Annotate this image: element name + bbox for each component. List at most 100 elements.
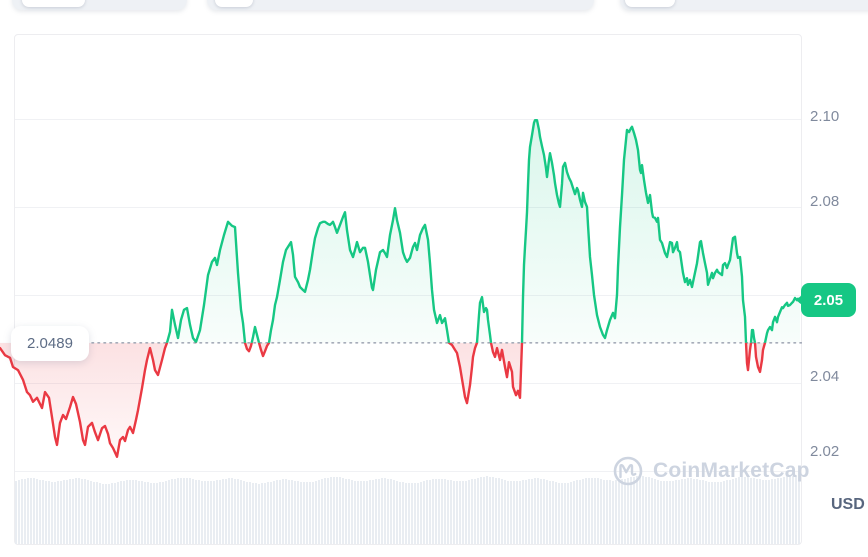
volume-bar bbox=[525, 479, 527, 544]
volume-bar bbox=[768, 479, 770, 544]
volume-bar bbox=[693, 478, 695, 544]
volume-bar bbox=[567, 482, 569, 544]
volume-bar bbox=[297, 481, 299, 544]
volume-bar bbox=[264, 482, 266, 544]
volume-bar bbox=[384, 478, 386, 544]
volume-bar bbox=[381, 478, 383, 544]
volume-bar bbox=[99, 483, 101, 544]
volume-bar bbox=[303, 482, 305, 544]
volume-bar bbox=[762, 479, 764, 544]
volume-bar bbox=[789, 476, 791, 544]
volume-bar bbox=[267, 482, 269, 544]
volume-bar bbox=[84, 479, 86, 544]
volume-bar bbox=[681, 479, 683, 544]
y-axis-label-2.10: 2.10 bbox=[810, 108, 840, 125]
volume-bar bbox=[612, 480, 614, 544]
volume-bar bbox=[345, 478, 347, 544]
chart-settings-group[interactable] bbox=[620, 0, 868, 10]
volume-bar bbox=[771, 479, 773, 544]
volume-bar bbox=[63, 480, 65, 544]
volume-bar bbox=[78, 478, 80, 544]
volume-bar bbox=[429, 479, 431, 544]
volume-bar bbox=[111, 483, 113, 544]
volume-bar bbox=[420, 481, 422, 544]
volume-bar bbox=[375, 479, 377, 544]
volume-bar bbox=[27, 478, 29, 544]
volume-bar bbox=[687, 478, 689, 544]
volume-bar bbox=[216, 480, 218, 544]
volume-bar bbox=[237, 479, 239, 544]
volume-bar bbox=[555, 482, 557, 544]
volume-bar bbox=[582, 478, 584, 544]
volume-bar bbox=[528, 479, 530, 544]
volume-bar bbox=[54, 481, 56, 544]
volume-bar bbox=[204, 481, 206, 544]
volume-bar bbox=[735, 477, 737, 544]
volume-bar bbox=[288, 479, 290, 544]
volume-bar bbox=[780, 477, 782, 544]
volume-bar bbox=[711, 482, 713, 544]
volume-bar bbox=[30, 478, 32, 544]
volume-bar bbox=[168, 480, 170, 544]
volume-bar bbox=[36, 478, 38, 544]
volume-bar bbox=[591, 477, 593, 544]
volume-bar bbox=[483, 476, 485, 544]
volume-bar bbox=[573, 481, 575, 544]
volume-bar bbox=[675, 480, 677, 544]
volume-bar bbox=[447, 479, 449, 544]
y-axis-label-2.02: 2.02 bbox=[810, 443, 840, 460]
volume-bar bbox=[702, 480, 704, 544]
volume-bar bbox=[507, 480, 509, 544]
volume-bar bbox=[600, 478, 602, 544]
volume-bar bbox=[294, 480, 296, 544]
volume-bar bbox=[738, 477, 740, 544]
volume-bar bbox=[696, 478, 698, 544]
date-range-selected-segment[interactable] bbox=[215, 0, 253, 7]
volume-bar bbox=[102, 483, 104, 544]
volume-bar bbox=[159, 482, 161, 544]
volume-bar bbox=[411, 483, 413, 544]
volume-bar bbox=[615, 480, 617, 544]
volume-bar bbox=[561, 482, 563, 544]
volume-bar bbox=[327, 477, 329, 544]
volume-bar bbox=[144, 481, 146, 544]
volume-bar bbox=[126, 480, 128, 544]
chart-settings-selected-segment[interactable] bbox=[625, 0, 675, 7]
volume-bar bbox=[651, 478, 653, 544]
volume-bar bbox=[105, 483, 107, 544]
volume-bar bbox=[336, 477, 338, 544]
volume-bar bbox=[633, 476, 635, 544]
volume-bar bbox=[234, 478, 236, 544]
coinmarketcap-logo-icon bbox=[613, 456, 643, 486]
volume-bar bbox=[741, 477, 743, 544]
volume-bar bbox=[156, 482, 158, 544]
chart-toggle-selected-segment[interactable] bbox=[22, 0, 85, 7]
volume-bar bbox=[498, 478, 500, 544]
volume-bar bbox=[618, 480, 620, 544]
volume-bar bbox=[333, 476, 335, 544]
volume-bar bbox=[504, 479, 506, 544]
volume-bar bbox=[231, 478, 233, 544]
volume-bar bbox=[417, 482, 419, 544]
volume-bar bbox=[444, 479, 446, 544]
volume-bar bbox=[798, 476, 800, 544]
volume-bar bbox=[186, 477, 188, 544]
volume-bar bbox=[684, 478, 686, 544]
volume-bar bbox=[399, 481, 401, 544]
volume-bar bbox=[792, 475, 794, 544]
volume-bar bbox=[351, 480, 353, 544]
volume-bar bbox=[117, 481, 119, 544]
volume-bar bbox=[603, 479, 605, 544]
date-range-group[interactable] bbox=[207, 0, 594, 10]
watermark: CoinMarketCap bbox=[612, 455, 810, 487]
volume-bar bbox=[462, 481, 464, 544]
volume-bar bbox=[489, 476, 491, 544]
volume-bar bbox=[153, 483, 155, 544]
volume-bar bbox=[699, 479, 701, 544]
volume-bar bbox=[132, 480, 134, 544]
volume-bar bbox=[195, 479, 197, 544]
volume-bar bbox=[60, 481, 62, 544]
chart-toggle-group-price[interactable] bbox=[12, 0, 187, 10]
volume-bar bbox=[597, 478, 599, 544]
